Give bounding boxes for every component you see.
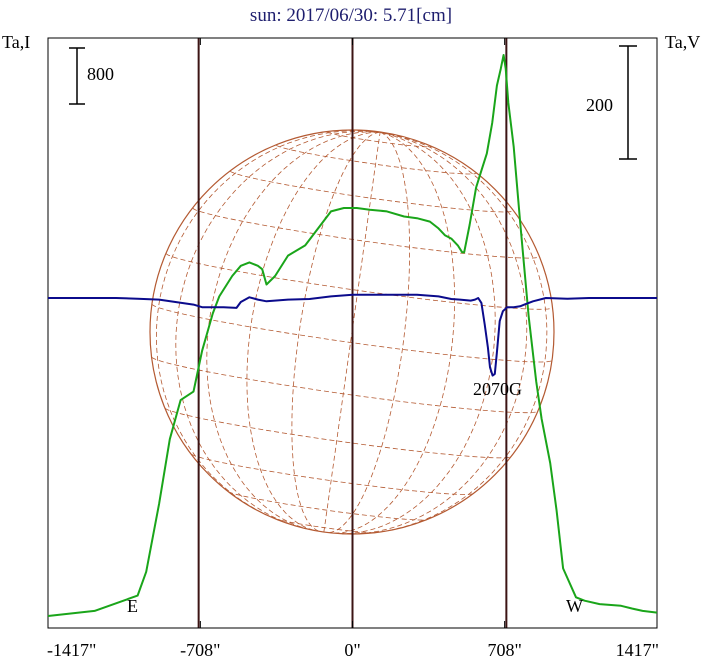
latitude-line (192, 207, 540, 259)
limb-label-west: W (566, 596, 583, 616)
longitude-line (291, 131, 381, 532)
x-tick-label: -1417" (47, 640, 96, 660)
x-tick-label: 0" (344, 640, 360, 660)
longitude-line (329, 131, 410, 533)
latitude-line (191, 453, 473, 495)
right-scale-label: 200 (586, 95, 613, 115)
limb-lines (197, 38, 508, 628)
x-tick-label: 1417" (616, 640, 659, 660)
limb-label-east: E (127, 596, 138, 616)
longitude-line (323, 132, 381, 532)
x-tick-label: 708" (487, 640, 521, 660)
left-scale-bar (69, 47, 85, 105)
latitude-line (230, 170, 514, 213)
latitude-line (164, 407, 512, 459)
latitude-line (274, 518, 376, 534)
chart-title: sun: 2017/06/30: 5.71[cm] (250, 5, 452, 26)
x-tick-label: -708" (180, 640, 220, 660)
longitude-line (155, 130, 381, 523)
right-scale-bar (619, 45, 637, 160)
longitude-line (246, 131, 381, 531)
longitude-line (175, 130, 381, 530)
left-scale-label: 800 (87, 64, 114, 84)
solar-disk (149, 129, 555, 535)
left-axis-label: Ta,I (2, 32, 30, 52)
longitude-line (364, 131, 548, 534)
x-axis-ticks: -1417" -708" 0" 708" 1417" (47, 38, 659, 660)
longitude-line (334, 131, 455, 534)
latitude-line (227, 491, 428, 521)
right-axis-label: Ta,V (665, 32, 700, 52)
series-i-line (47, 54, 658, 617)
longitude-line (338, 131, 496, 535)
active-region-label: 2070G (473, 379, 522, 399)
longitude-line (206, 131, 381, 530)
longitude-line (342, 131, 528, 535)
series-v-line (48, 293, 657, 377)
